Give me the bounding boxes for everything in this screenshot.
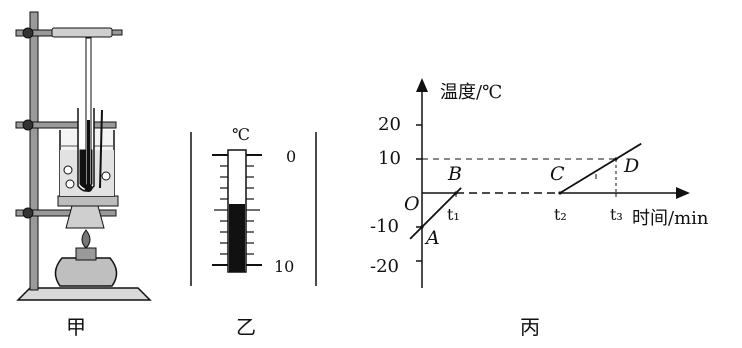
y-axis-label: 温度/℃: [440, 82, 502, 103]
x-tick-label-t1: t₁: [447, 205, 460, 224]
caption-jia: 甲: [66, 315, 86, 339]
y-tick-label-minus10: -10: [370, 216, 399, 237]
thermometer-tick-0: 0: [286, 147, 296, 166]
point-label-c: C: [550, 163, 565, 185]
caption-yi: 乙: [236, 315, 256, 339]
y-tick-label-minus20: -20: [370, 256, 399, 277]
thermometer-scale: [190, 132, 317, 286]
temperature-graph: [409, 78, 690, 288]
data-point: [558, 191, 562, 195]
y-tick-label-20: 20: [378, 114, 401, 135]
segment-cd: [559, 142, 642, 194]
y-tick-label-10: 10: [378, 148, 401, 169]
segment-ab: [409, 187, 462, 240]
thermometer-tick-10: 10: [274, 257, 294, 276]
x-tick-label-t2: t₂: [554, 205, 567, 224]
data-point: [454, 191, 458, 195]
point-label-a: A: [424, 227, 440, 249]
y-axis-arrow: [416, 78, 428, 92]
data-series: [409, 142, 642, 240]
data-point: [614, 157, 618, 161]
x-tick-label-t3: t₃: [610, 205, 623, 224]
caption-bing: 丙: [520, 315, 540, 339]
origin-label: O: [404, 193, 420, 215]
point-label-b: B: [447, 163, 462, 185]
x-axis-label: 时间/min: [632, 208, 709, 229]
thermometer-unit: ℃: [232, 125, 250, 144]
heating-apparatus: [15, 11, 152, 301]
data-point: [420, 225, 424, 229]
x-axis: [422, 192, 680, 197]
x-axis-arrow: [676, 187, 690, 199]
point-label-d: D: [623, 155, 639, 177]
y-tick-marks: [416, 124, 422, 262]
